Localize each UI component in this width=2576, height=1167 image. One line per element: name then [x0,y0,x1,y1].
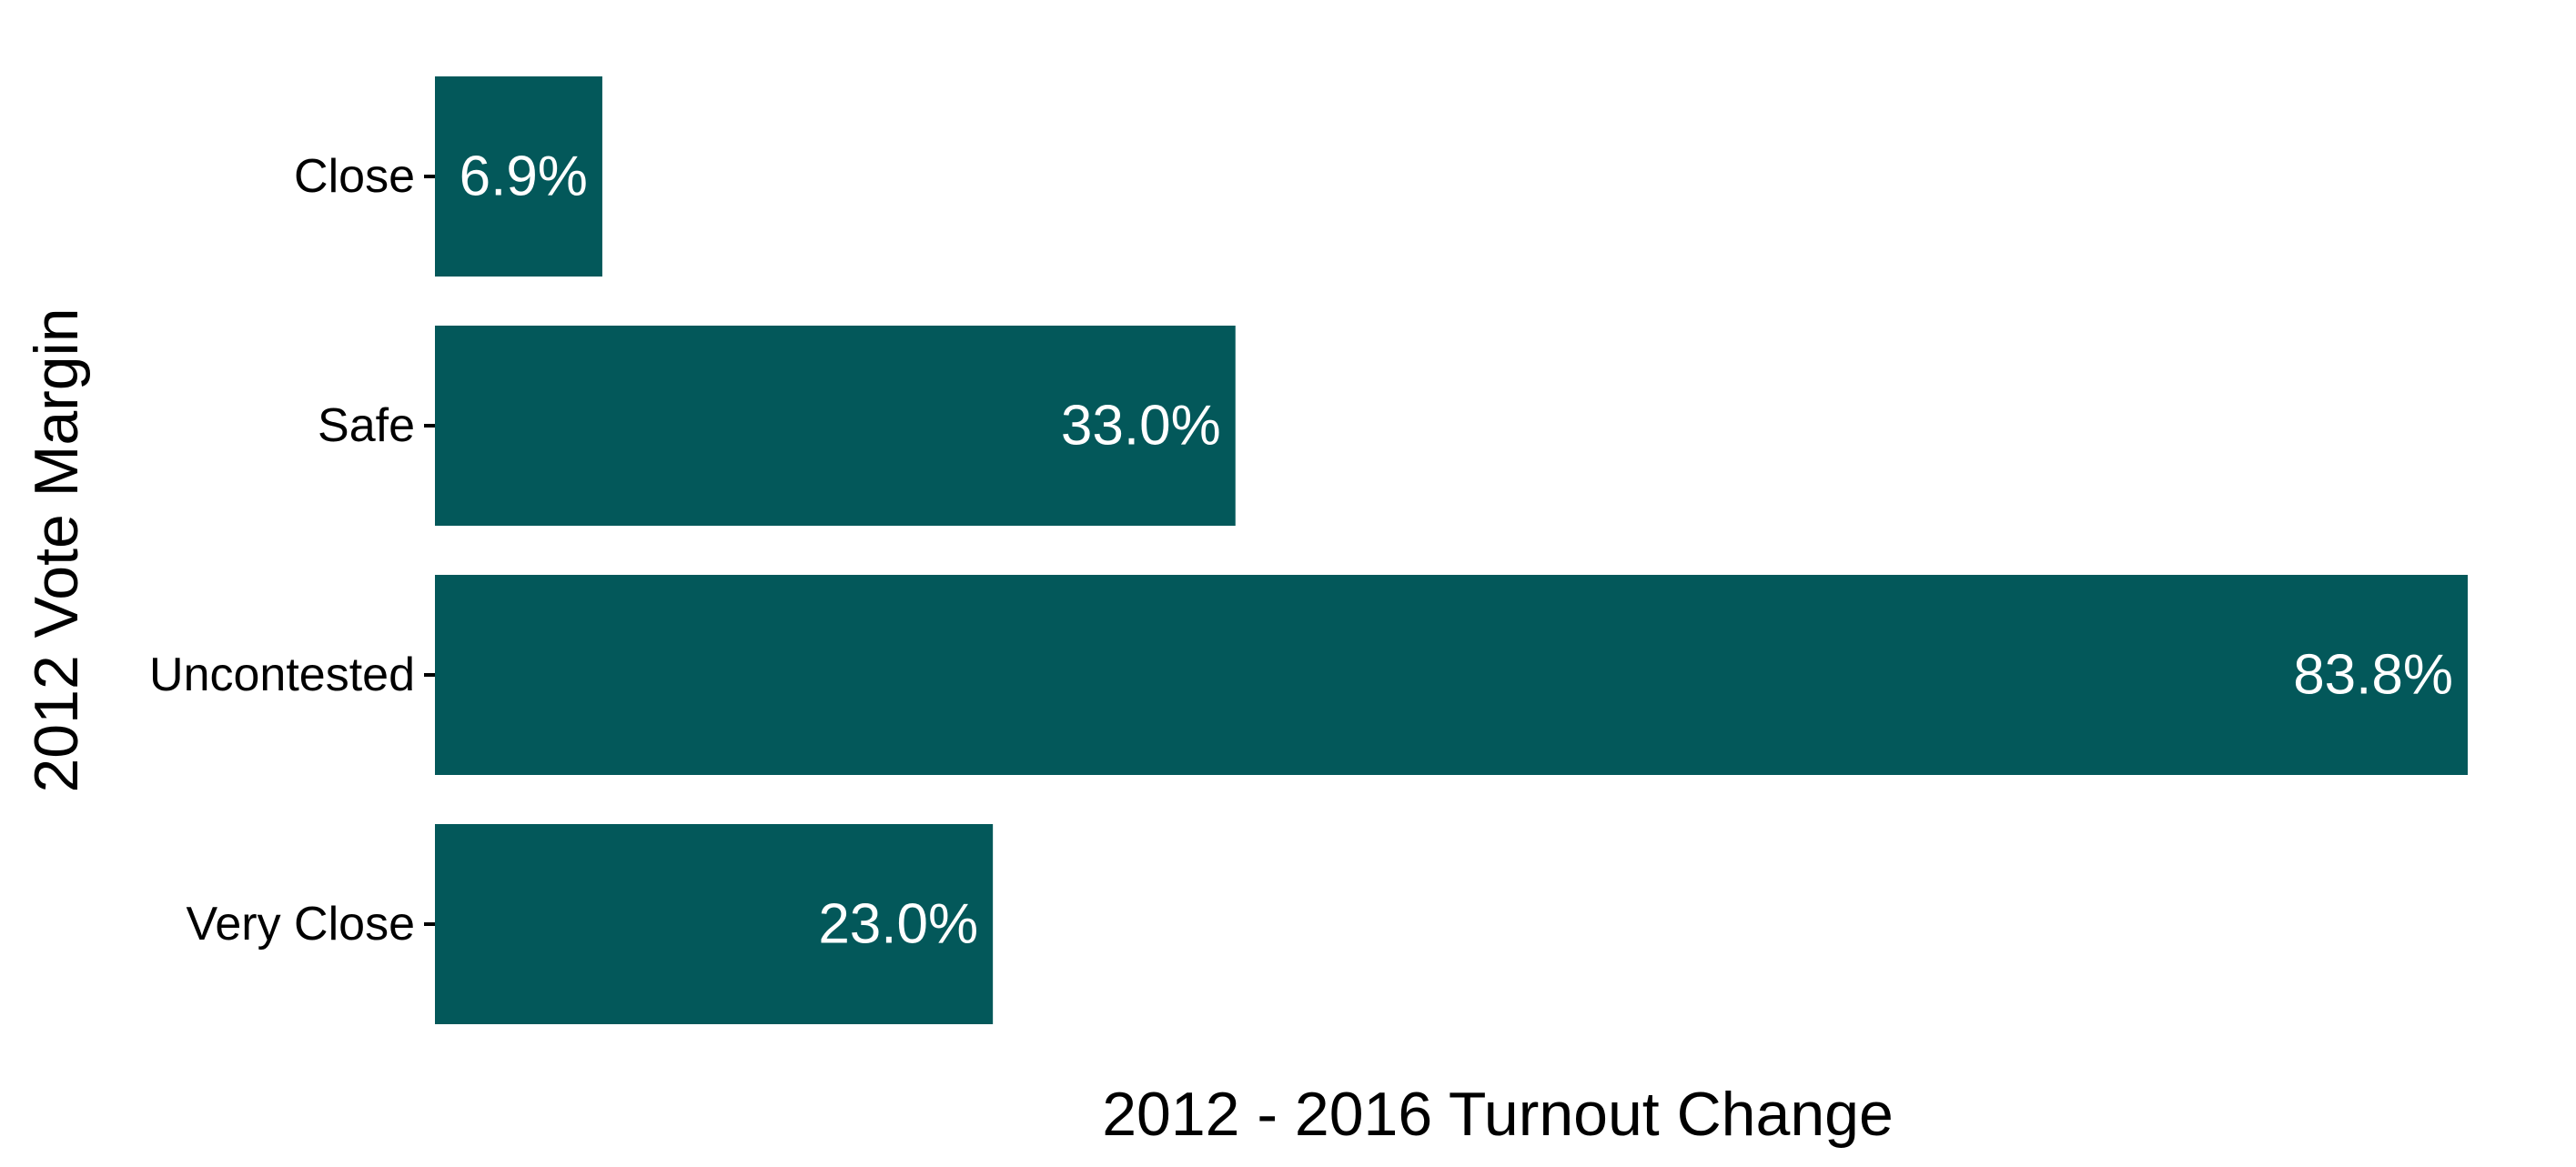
y-tick-label-uncontested: Uncontested [149,649,415,701]
bar-value-label-safe: 33.0% [1061,395,1221,458]
bar-value-label-close: 6.9% [460,146,588,208]
bar-very-close [435,824,994,1024]
y-tick-label-close: Close [294,150,415,203]
y-axis-ticks [424,175,435,926]
x-axis-title: 2012 - 2016 Turnout Change [1102,1080,1894,1149]
y-axis-tick-labels: Close Safe Uncontested Very Close [149,150,415,951]
bar-value-label-uncontested: 83.8% [2293,644,2453,707]
bar-safe [435,326,1236,526]
bar-close [435,76,602,277]
y-tick-label-very-close: Very Close [187,898,415,951]
bars-layer [435,76,2468,1024]
bar-value-labels: 6.9% 33.0% 83.8% 23.0% [460,146,2453,956]
y-axis-title: 2012 Vote Margin [22,307,91,792]
y-tick-label-safe: Safe [318,399,415,452]
bar-uncontested [435,575,2468,775]
bar-value-label-very-close: 23.0% [818,893,978,956]
